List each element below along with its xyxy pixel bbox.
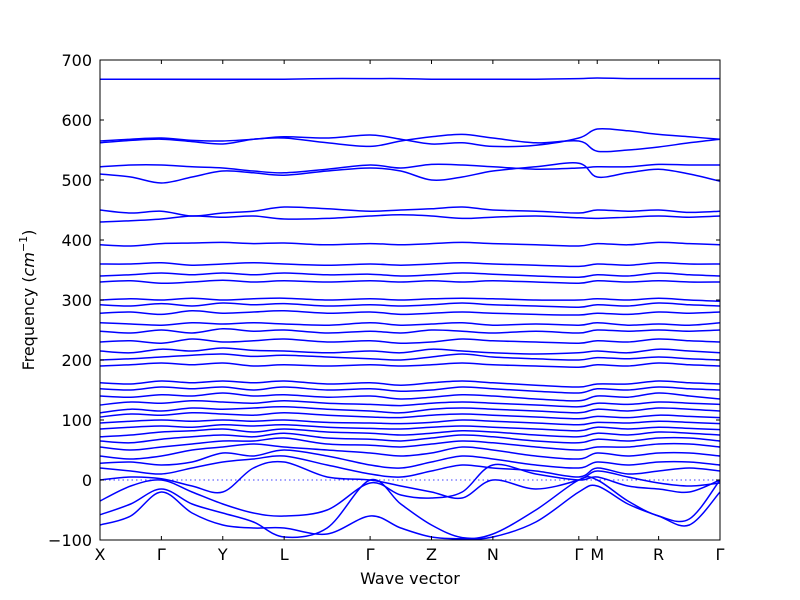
band-line: [100, 428, 720, 438]
band-line: [100, 338, 720, 344]
band-line: [100, 77, 720, 80]
x-tick-label: N: [487, 545, 499, 564]
band-series-group: [100, 77, 720, 540]
y-tick-label: 500: [61, 171, 92, 190]
x-tick-label: Z: [426, 545, 437, 564]
band-line: [100, 262, 720, 268]
x-tick-label: Γ: [574, 545, 583, 564]
band-line: [100, 310, 720, 316]
x-tick-label: Y: [217, 545, 228, 564]
band-line: [100, 443, 720, 460]
y-tick-label: 0: [82, 471, 92, 490]
band-line: [100, 419, 720, 426]
x-tick-label: Γ: [157, 545, 166, 564]
band-line: [100, 163, 720, 174]
y-tick-label: 700: [61, 51, 92, 70]
band-line: [100, 279, 720, 284]
band-line: [100, 432, 720, 444]
y-tick-label: 100: [61, 411, 92, 430]
band-line: [100, 162, 720, 184]
y-tick-label: 200: [61, 351, 92, 370]
band-line: [100, 412, 720, 420]
band-line: [100, 241, 720, 247]
y-axis-label-prefix: Frequency (: [19, 276, 38, 370]
band-line: [100, 347, 720, 355]
x-tick-label: Γ: [366, 545, 375, 564]
band-line: [100, 133, 720, 153]
x-tick-label: R: [653, 545, 664, 564]
band-line: [100, 386, 720, 394]
band-line: [100, 272, 720, 278]
x-tick-label: M: [590, 545, 604, 564]
band-line: [100, 297, 720, 302]
y-tick-label: 300: [61, 291, 92, 310]
y-tick-label: 400: [61, 231, 92, 250]
band-line: [100, 127, 720, 148]
y-axis-label: Frequency (cm−1): [17, 230, 38, 371]
band-line: [100, 406, 720, 414]
band-line: [100, 328, 720, 334]
x-tick-label: Γ: [716, 545, 725, 564]
y-axis-ticks: −100 0 100 200 300 400 500 600 700: [48, 51, 720, 550]
y-tick-label: 600: [61, 111, 92, 130]
band-line: [100, 460, 720, 500]
y-axis-label-unit: cm: [19, 252, 38, 276]
band-line: [100, 206, 720, 217]
band-line: [100, 463, 720, 517]
x-tick-label: L: [280, 545, 289, 564]
band-line: [100, 424, 720, 432]
band-line: [100, 302, 720, 308]
y-tick-label: −100: [48, 531, 92, 550]
band-line: [100, 362, 720, 368]
band-line: [100, 437, 720, 451]
y-axis-label-suffix: ): [19, 230, 38, 236]
band-line: [100, 322, 720, 326]
band-line: [100, 380, 720, 388]
x-axis-label: Wave vector: [360, 569, 460, 588]
band-line: [100, 392, 720, 402]
band-line: [100, 449, 720, 469]
band-line: [100, 476, 720, 540]
y-axis-label-exponent: −1: [17, 236, 30, 252]
band-line: [100, 455, 720, 478]
band-line: [100, 353, 720, 361]
x-tick-label: X: [95, 545, 106, 564]
band-line: [100, 484, 720, 540]
band-line: [100, 400, 720, 408]
